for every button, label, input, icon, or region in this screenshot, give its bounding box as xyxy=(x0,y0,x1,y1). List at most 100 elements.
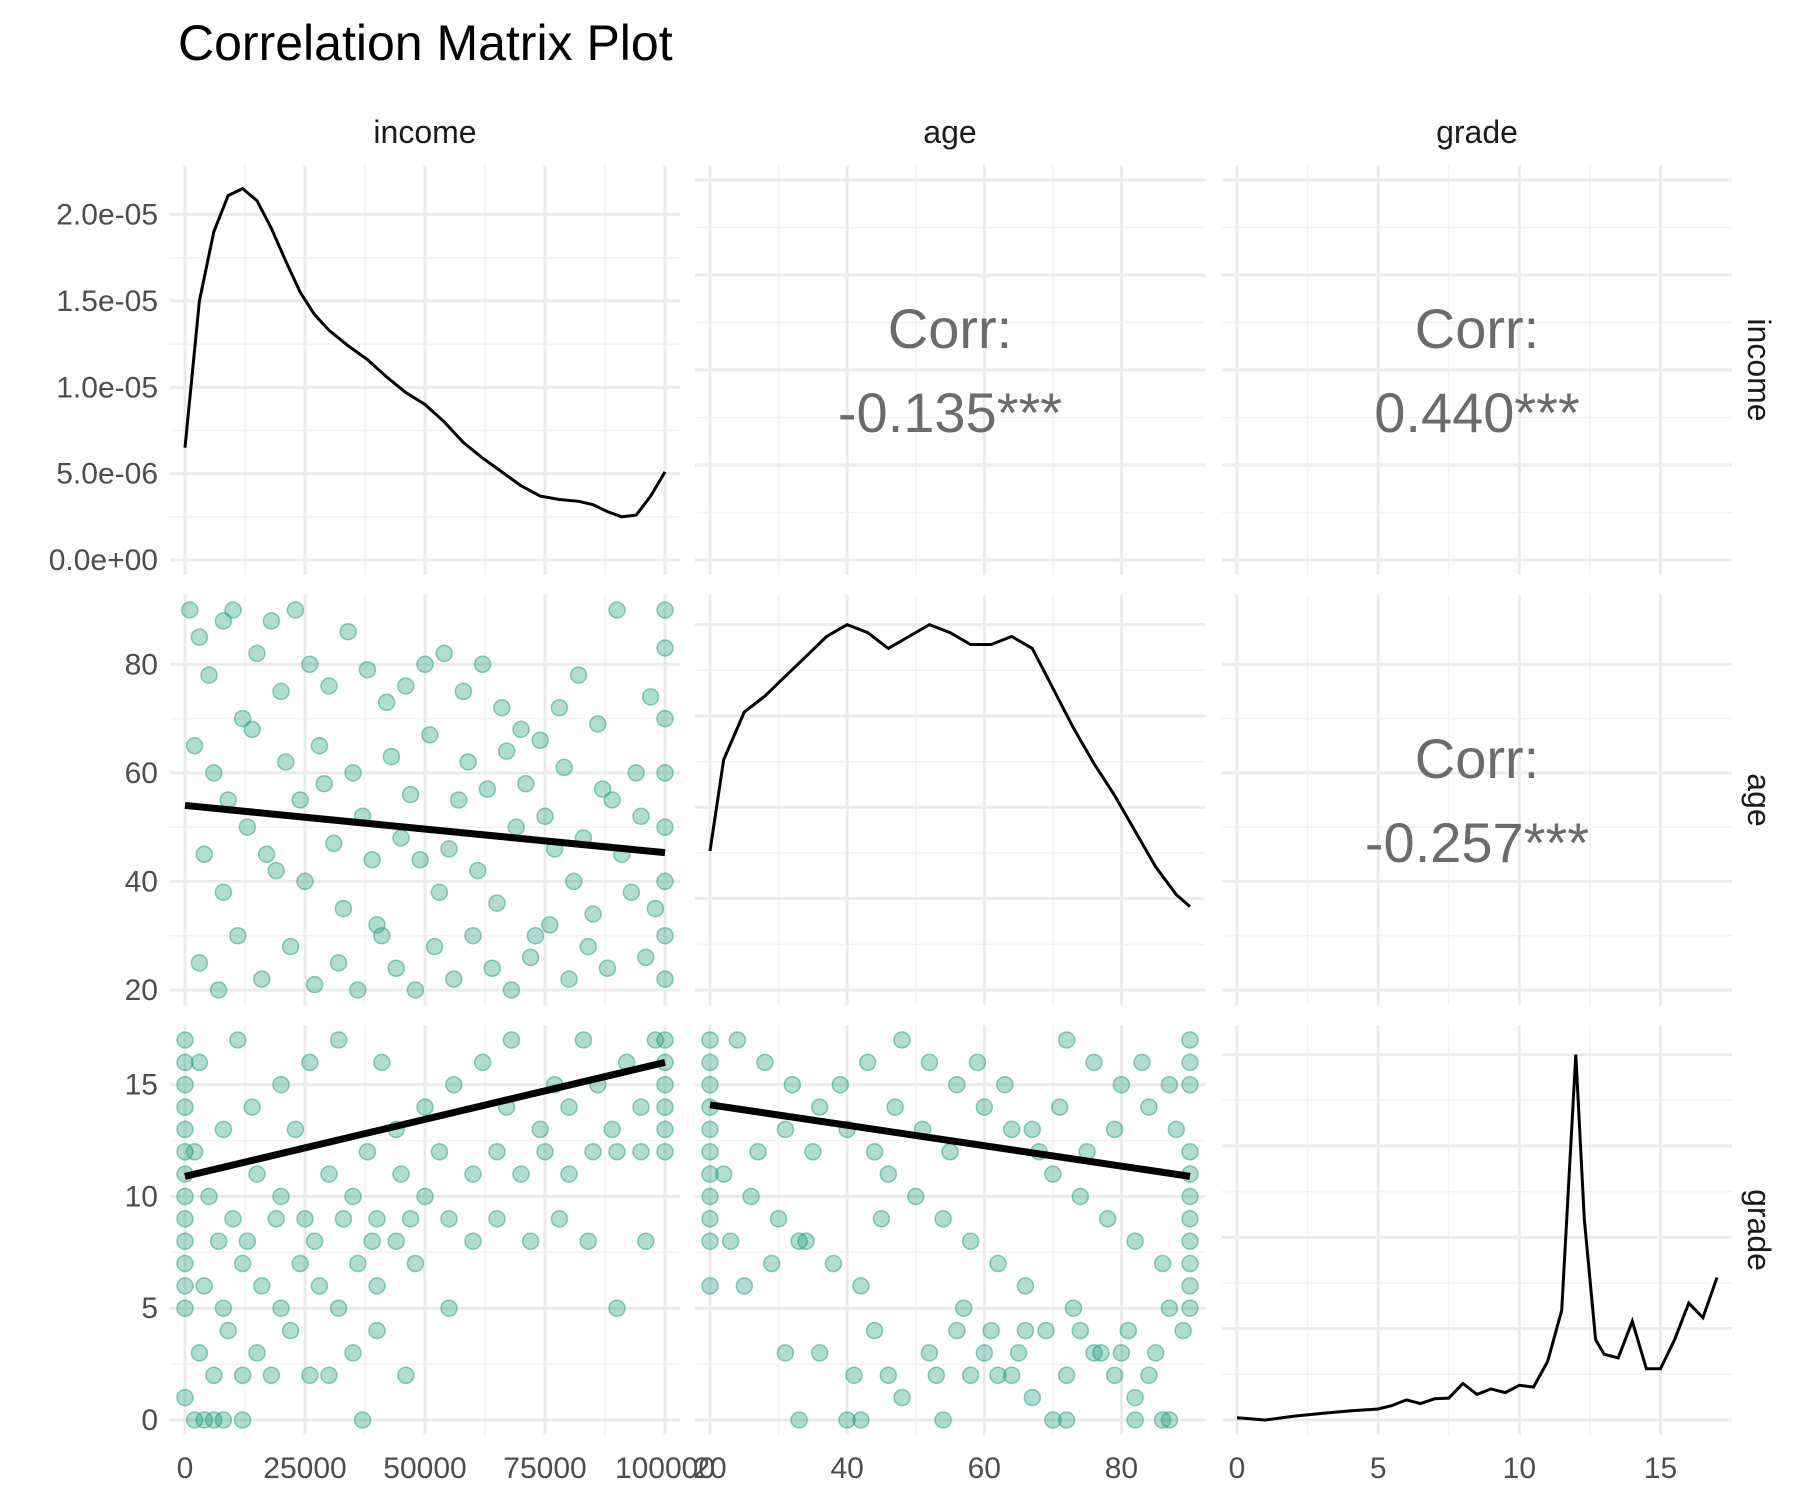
x-tick-label: 15 xyxy=(1644,1452,1677,1485)
scatter-point xyxy=(176,1098,194,1116)
panel-grid xyxy=(695,595,1205,1005)
y-tick-label: 0.0e+00 xyxy=(49,544,158,577)
scatter-point xyxy=(488,894,506,912)
scatter-point xyxy=(464,1165,482,1183)
scatter-point xyxy=(579,1232,597,1250)
scatter-point xyxy=(373,1053,391,1072)
scatter-point xyxy=(893,1388,911,1407)
scatter-point xyxy=(440,1299,458,1317)
scatter-point xyxy=(797,1232,815,1250)
scatter-point xyxy=(948,1075,966,1094)
scatter-point xyxy=(272,1075,290,1094)
scatter-point xyxy=(339,622,357,641)
x-tick-label: 50000 xyxy=(383,1452,466,1485)
y-tick-label: 1.0e-05 xyxy=(56,371,158,404)
scatter-point xyxy=(1126,1232,1144,1250)
scatter-point xyxy=(200,666,218,684)
scatter-point xyxy=(701,1165,719,1183)
scatter-point xyxy=(185,1143,204,1161)
scatter-point xyxy=(838,1411,856,1429)
scatter-point xyxy=(1071,1187,1090,1206)
scatter-point xyxy=(735,1277,754,1295)
y-tick-label: 0 xyxy=(141,1404,158,1437)
scatter-point xyxy=(325,834,343,853)
scatter-point xyxy=(205,764,223,782)
scatter-point xyxy=(579,937,597,956)
scatter-point xyxy=(865,1143,884,1161)
scatter-point xyxy=(701,1075,719,1094)
corr-value-income-age: -0.135*** xyxy=(838,381,1062,444)
scatter-point xyxy=(521,1232,540,1250)
scatter-point xyxy=(656,926,674,945)
scatter-point xyxy=(1057,1031,1076,1049)
scatter-point xyxy=(373,926,391,945)
y-tick-label: 1.5e-05 xyxy=(56,285,158,318)
scatter-point xyxy=(469,861,487,880)
density-curve-grade xyxy=(1236,1054,1719,1422)
scatter-point xyxy=(219,1321,237,1340)
scatter-point xyxy=(1057,1366,1076,1385)
scatter-point xyxy=(363,1232,381,1250)
scatter-point xyxy=(262,612,281,630)
scatter-point xyxy=(310,1277,329,1295)
scatter-point xyxy=(934,1210,952,1228)
corr-label-income-grade: Corr: xyxy=(1415,297,1539,360)
scatter-point xyxy=(656,639,674,657)
scatter-point xyxy=(377,693,396,712)
scatter-point xyxy=(229,926,247,945)
scatter-point xyxy=(368,916,386,934)
scatter-point xyxy=(387,1232,405,1250)
scatter-point xyxy=(205,1366,223,1385)
scatter-point xyxy=(852,1277,870,1295)
scatter-point xyxy=(749,1143,767,1161)
scatter-point xyxy=(1181,1053,1199,1072)
scatter-point xyxy=(214,612,233,630)
y-tick-label: 5 xyxy=(141,1292,158,1325)
scatter-point xyxy=(858,1053,877,1072)
scatter-point xyxy=(272,682,290,701)
scatter-point xyxy=(627,764,645,782)
scatter-point xyxy=(584,905,602,923)
scatter-point xyxy=(473,1053,492,1072)
scatter-point xyxy=(968,1053,987,1072)
scatter-point xyxy=(769,1210,788,1228)
scatter-point xyxy=(209,1232,228,1250)
scatter-point xyxy=(190,1053,209,1072)
scatter-point xyxy=(1146,1344,1165,1362)
scatter-point xyxy=(392,1165,410,1183)
scatter-points-age-grade xyxy=(701,1031,1199,1429)
scatter-point xyxy=(320,1165,338,1183)
scatter-point xyxy=(176,1031,194,1049)
scatter-point xyxy=(209,981,228,999)
panel-grid xyxy=(1222,165,1732,575)
scatter-point xyxy=(656,970,674,988)
scatter-point xyxy=(622,883,641,902)
scatter-point xyxy=(262,1366,281,1385)
corr-value-age-grade: -0.257*** xyxy=(1365,811,1589,874)
scatter-point xyxy=(344,764,362,782)
scatter-point xyxy=(776,1344,795,1362)
scatter-point xyxy=(315,774,333,793)
x-tick-label: 80 xyxy=(1105,1452,1138,1485)
scatter-point xyxy=(190,1344,209,1362)
scatter-point xyxy=(728,1031,747,1049)
scatter-point xyxy=(646,1031,665,1049)
x-tick-label: 5 xyxy=(1370,1452,1387,1485)
scatter-point xyxy=(334,899,353,918)
scatter-point xyxy=(416,655,434,674)
scatter-point xyxy=(478,780,497,798)
scatter-point xyxy=(435,644,453,663)
scatter-point xyxy=(512,1165,530,1183)
scatter-point xyxy=(608,1299,626,1317)
scatter-point xyxy=(329,1031,348,1049)
scatter-point xyxy=(358,1143,377,1161)
scatter-point xyxy=(421,726,439,744)
scatter-point xyxy=(305,975,324,994)
scatter-point xyxy=(1153,1411,1172,1429)
scatter-point xyxy=(656,1031,674,1049)
scatter-point xyxy=(920,1344,939,1362)
scatter-point xyxy=(176,1299,194,1317)
scatter-point xyxy=(406,981,425,999)
scatter-point xyxy=(229,1031,247,1049)
scatter-point xyxy=(483,959,501,978)
